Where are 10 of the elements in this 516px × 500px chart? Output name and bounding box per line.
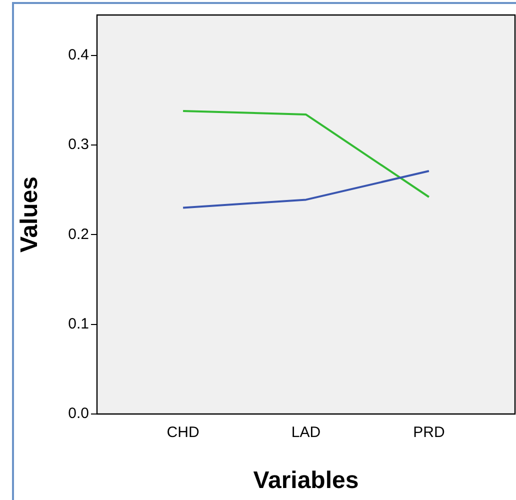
x-tick-label: PRD bbox=[413, 424, 445, 442]
y-axis-title: Values bbox=[16, 176, 44, 253]
y-tick-label: 0.2 bbox=[68, 226, 89, 243]
x-axis-title: Variables bbox=[253, 467, 359, 494]
y-tick-label: 0.0 bbox=[68, 405, 89, 422]
y-tick-label: 0.4 bbox=[68, 46, 89, 64]
y-tick-label: 0.3 bbox=[68, 136, 89, 154]
x-tick-label: CHD bbox=[166, 424, 200, 442]
y-tick-label: 0.1 bbox=[68, 315, 89, 332]
x-tick-label: LAD bbox=[291, 424, 321, 442]
